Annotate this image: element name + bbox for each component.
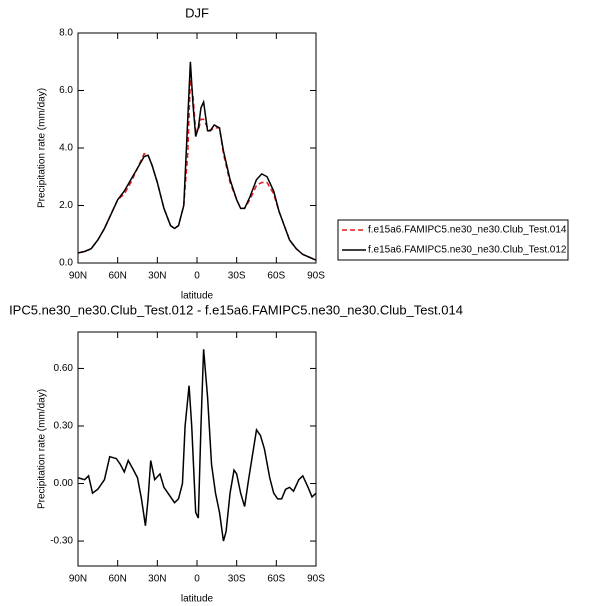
y-tick-label: 4.0 — [59, 143, 73, 154]
data-line — [77, 349, 317, 542]
x-axis-label: latitude — [181, 594, 214, 605]
x-tick-label: 30N — [148, 574, 166, 585]
data-line — [77, 61, 317, 261]
y-tick-label: 0.00 — [54, 478, 74, 489]
x-tick-label: 0 — [194, 574, 200, 585]
x-axis-label: latitude — [181, 291, 214, 302]
y-tick-label: -0.30 — [50, 536, 73, 547]
x-tick-label: 30S — [228, 574, 246, 585]
x-tick-label: 30S — [228, 271, 246, 282]
x-tick-label: 0 — [194, 271, 200, 282]
x-tick-label: 30N — [148, 271, 166, 282]
x-tick-label: 90N — [69, 271, 87, 282]
y-tick-label: 0.60 — [54, 363, 74, 374]
plot-frame — [77, 32, 317, 264]
y-axis-label: Precipitation rate (mm/day) — [37, 389, 48, 509]
y-tick-label: 6.0 — [59, 85, 73, 96]
legend-label: f.e15a6.FAMIPC5.ne30_ne30.Club_Test.014 — [368, 225, 567, 236]
legend-box — [337, 219, 569, 261]
y-tick-label: 0.0 — [59, 258, 73, 269]
plot-frame — [77, 331, 317, 567]
y-tick-label: 2.0 — [59, 200, 73, 211]
y-tick-label: 0.30 — [54, 421, 74, 432]
legend-label: f.e15a6.FAMIPC5.ne30_ne30.Club_Test.012 — [368, 245, 567, 256]
x-tick-label: 90S — [307, 574, 325, 585]
x-tick-label: 90N — [69, 574, 87, 585]
x-tick-label: 60S — [267, 574, 285, 585]
y-axis-label: Precipitation rate (mm/day) — [37, 88, 48, 208]
y-tick-label: 8.0 — [59, 28, 73, 39]
x-tick-label: 60N — [108, 574, 126, 585]
x-tick-label: 90S — [307, 271, 325, 282]
chart-title: IPC5.ne30_ne30.Club_Test.012 - f.e15a6.F… — [9, 302, 463, 317]
data-line — [77, 78, 317, 261]
x-tick-label: 60N — [108, 271, 126, 282]
chart-title: DJF — [185, 5, 209, 20]
x-tick-label: 60S — [267, 271, 285, 282]
